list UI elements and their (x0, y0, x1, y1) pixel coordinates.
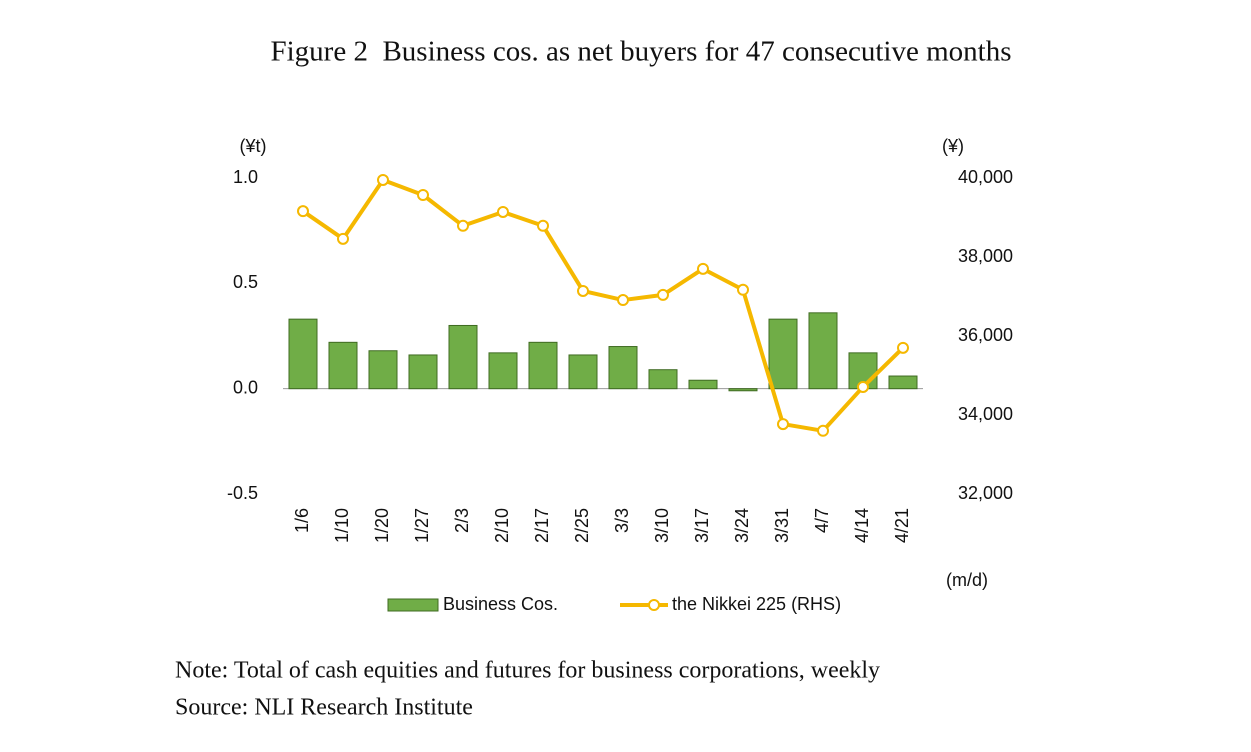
x-tick-label: 1/27 (412, 508, 432, 543)
bar (488, 352, 518, 390)
bar (288, 318, 318, 390)
legend-label: Business Cos. (443, 594, 558, 614)
x-tick-label: 3/24 (732, 508, 752, 543)
line-marker (377, 173, 389, 186)
line-marker (617, 294, 629, 307)
bar (568, 354, 598, 390)
bar (528, 341, 558, 390)
x-tick-label: 3/10 (652, 508, 672, 543)
bar (648, 369, 678, 390)
x-tick-label: 1/10 (332, 508, 352, 543)
bar (768, 318, 798, 390)
line-marker (537, 219, 549, 232)
y-tick-label: 1.0 (233, 167, 258, 187)
bar (728, 388, 758, 392)
bar (608, 346, 638, 390)
x-tick-label: 2/10 (492, 508, 512, 543)
y2-tick-label: 38,000 (958, 246, 1013, 266)
y2-tick-label: 32,000 (958, 483, 1013, 503)
bar (688, 379, 718, 390)
x-tick-label: 4/14 (852, 508, 872, 543)
source: Source: NLI Research Institute (175, 695, 473, 721)
x-tick-label: 1/6 (292, 508, 312, 533)
x-tick-label: 3/31 (772, 508, 792, 543)
x-tick-label: 3/3 (612, 508, 632, 533)
y-tick-label: -0.5 (227, 483, 258, 503)
y-tick-label: 0.5 (233, 272, 258, 292)
line-marker (697, 262, 709, 275)
bar (888, 375, 918, 390)
x-tick-label: 4/7 (812, 508, 832, 533)
y2-tick-label: 36,000 (958, 325, 1013, 345)
line-marker (657, 288, 669, 301)
line-marker (337, 232, 349, 245)
x-axis-unit: (m/d) (946, 570, 988, 590)
legend-label: the Nikkei 225 (RHS) (672, 594, 841, 614)
x-tick-label: 1/20 (372, 508, 392, 543)
line-marker (497, 205, 509, 218)
y2-axis-unit: (¥) (942, 136, 964, 156)
line (301, 177, 905, 433)
bar (808, 312, 838, 390)
line-marker (777, 418, 789, 431)
line-marker (897, 341, 909, 354)
bar (448, 324, 478, 390)
x-tick-label: 2/25 (572, 508, 592, 543)
y-axis-unit: (¥t) (240, 136, 267, 156)
line-marker (817, 424, 829, 437)
y2-tick-label: 34,000 (958, 404, 1013, 424)
x-tick-label: 3/17 (692, 508, 712, 543)
bar (328, 341, 358, 390)
chart-title: Figure 2 Business cos. as net buyers for… (270, 36, 1011, 68)
line-marker (457, 219, 469, 232)
legend-marker (648, 599, 660, 611)
line-marker (417, 188, 429, 201)
legend-swatch (387, 598, 439, 612)
bar (408, 354, 438, 390)
line-marker (737, 283, 749, 296)
line-marker (577, 284, 589, 297)
y2-tick-label: 40,000 (958, 167, 1013, 187)
note: Note: Total of cash equities and futures… (175, 658, 880, 684)
bar (368, 350, 398, 390)
x-tick-label: 4/21 (892, 508, 912, 543)
x-tick-label: 2/3 (452, 508, 472, 533)
line-marker (857, 380, 869, 393)
x-tick-label: 2/17 (532, 508, 552, 543)
line-marker (297, 205, 309, 218)
y-tick-label: 0.0 (233, 377, 258, 397)
